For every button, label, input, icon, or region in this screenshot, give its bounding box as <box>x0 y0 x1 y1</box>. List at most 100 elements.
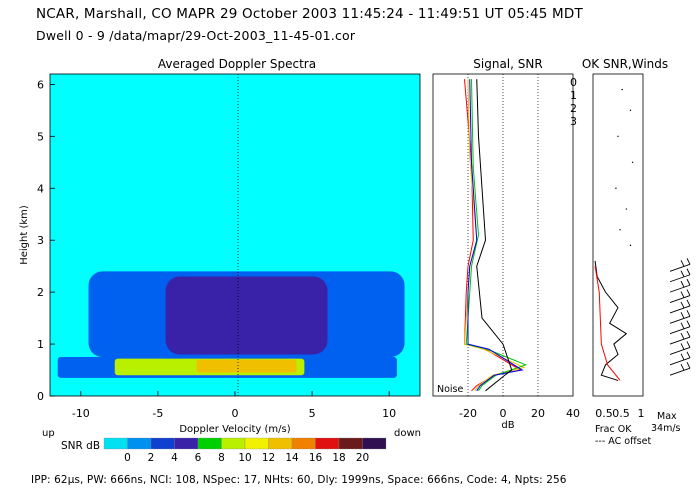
colorbar-swatch <box>127 437 152 450</box>
frac-ok-line <box>594 260 628 381</box>
sample-dot <box>619 229 621 231</box>
colorbar-tick-label: 20 <box>356 452 369 464</box>
frac-ok-tick-label: 1 <box>638 407 645 420</box>
wind-barb-flag <box>686 268 691 275</box>
doppler-spectra-title: Averaged Doppler Spectra <box>158 57 316 71</box>
colorbar-tick-label: 0 <box>124 452 131 464</box>
frac-ok-tick-label: 0.5 <box>612 407 630 420</box>
colorbar-swatch <box>221 437 246 450</box>
sample-dot <box>617 135 619 138</box>
wind-barb-flag <box>686 362 691 369</box>
sample-dot <box>625 208 628 210</box>
wind-barb-flag <box>680 270 685 277</box>
max-wind-label: Max <box>657 411 677 422</box>
header-title: NCAR, Marshall, CO MAPR 29 October 2003 … <box>36 6 583 22</box>
legend-entry: 3 <box>570 115 577 128</box>
wind-barb <box>669 315 691 324</box>
wind-barb-flag <box>680 291 685 298</box>
max-wind-value: 34m/s <box>651 423 681 434</box>
x-tick-label: 5 <box>309 407 316 420</box>
doppler-velocity-axis-label: Doppler Velocity (m/s) <box>179 424 290 435</box>
spectra-region-surface-peak <box>196 359 297 373</box>
x-tick-label: 0 <box>232 407 239 420</box>
signal-snr-frame <box>432 73 574 397</box>
db-tick-label: -20 <box>459 407 477 420</box>
wind-barb-flag <box>686 330 691 338</box>
wind-barb <box>669 284 691 293</box>
colorbar-swatch <box>362 437 387 450</box>
wind-barb-flag <box>680 322 685 329</box>
wind-barb-flag <box>686 299 691 307</box>
wind-barb-flag <box>680 353 685 361</box>
wind-barb-flag <box>680 332 685 340</box>
wind-barb-flag <box>680 343 685 350</box>
colorbar-swatch <box>103 437 128 450</box>
spectra-region-cloud-inner <box>165 276 328 355</box>
noise-label: Noise <box>437 384 464 395</box>
colorbar-tick-label: 2 <box>148 452 155 464</box>
footer-params: IPP: 62µs, PW: 666ns, NCI: 108, NSpec: 1… <box>31 474 567 486</box>
wind-barb <box>669 347 691 355</box>
y-tick-label: 6 <box>37 78 44 91</box>
snr-series-line <box>465 79 528 392</box>
sample-dot <box>615 187 617 189</box>
wind-barb-flag <box>680 260 685 267</box>
sample-dot <box>621 88 623 91</box>
legend-entry: 0 <box>570 76 577 89</box>
wind-barb <box>669 367 691 376</box>
colorbar-tick-label: 10 <box>238 452 251 464</box>
snr-series-line <box>467 79 524 392</box>
signal-snr-title: Signal, SNR <box>473 57 542 71</box>
up-label: up <box>42 428 55 439</box>
wind-barb-flag <box>686 341 691 348</box>
ok-snr-winds-title: OK SNR,Winds <box>582 57 668 71</box>
db-tick-label: 0 <box>500 407 507 420</box>
colorbar-tick-label: 14 <box>285 452 299 464</box>
legend-entry: 2 <box>570 102 577 115</box>
signal-snr-panel: Signal, SNR -20 0 20 40 Noise dB <box>432 57 580 431</box>
colorbar-swatch <box>315 437 340 450</box>
wind-barb <box>669 305 691 314</box>
snr-colorbar: SNR dB 0 2 4 6 8 10 12 14 16 18 20 <box>61 437 387 464</box>
colorbar-swatch <box>338 437 363 450</box>
doppler-spectra-panel: Averaged Doppler Spectra -10 -5 0 5 10 0 1 2 3 4… <box>19 57 421 439</box>
colorbar-swatch <box>268 437 293 450</box>
legend-entry: 1 <box>570 89 577 102</box>
sample-dot <box>629 244 632 247</box>
colorbar-tick-label: 12 <box>262 452 275 464</box>
down-label: down <box>394 428 421 439</box>
wind-barb <box>669 295 691 303</box>
colorbar-swatch <box>150 437 175 450</box>
wind-barb-flag <box>686 351 691 359</box>
snr-series-line <box>476 79 513 392</box>
colorbar-swatch <box>291 437 316 450</box>
colorbar-tick-label: 4 <box>171 452 178 464</box>
wind-barb <box>669 263 691 272</box>
sample-dot <box>629 109 632 112</box>
y-tick-label: 2 <box>37 286 44 299</box>
x-tick-label: -10 <box>72 407 90 420</box>
db-tick-label: 20 <box>531 407 545 420</box>
wind-barb-flag <box>680 280 685 288</box>
y-tick-label: 3 <box>37 234 44 247</box>
sample-dot <box>631 161 634 163</box>
frac-ok-label: Frac OK <box>595 424 632 435</box>
ac-offset-label: --- AC offset <box>595 436 651 447</box>
frac-ok-tick-label: 0.5 <box>595 407 613 420</box>
wind-barb <box>669 326 691 335</box>
snr-db-label: SNR dB <box>61 440 100 452</box>
wind-barb <box>669 357 691 366</box>
wind-barb-flag <box>680 301 685 309</box>
wind-barb-flag <box>686 320 691 327</box>
colorbar-tick-label: 16 <box>309 452 323 464</box>
colorbar-swatch <box>197 437 222 450</box>
x-tick-label: -5 <box>152 407 163 420</box>
header-dwell: Dwell 0 - 9 /data/mapr/29-Oct-2003_11-45… <box>36 28 356 43</box>
wind-barb-flag <box>680 312 685 319</box>
wind-barb-flag <box>686 278 691 286</box>
wind-barb-flag <box>686 289 691 296</box>
db-tick-label: 40 <box>566 407 580 420</box>
wind-barb-flag <box>680 364 685 371</box>
